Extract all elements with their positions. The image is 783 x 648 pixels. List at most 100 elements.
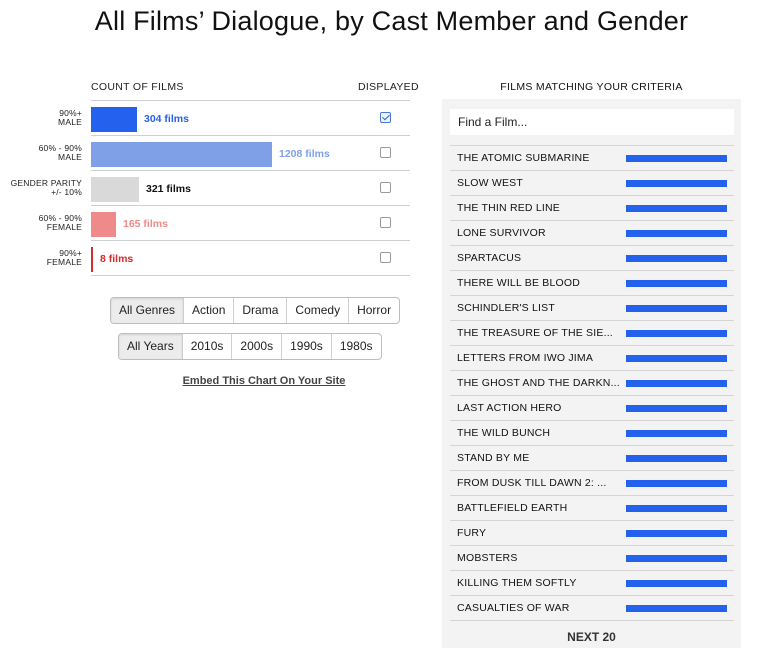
bar-row: 90%+ FEMALE 8 films	[47, 241, 410, 276]
film-dialogue-bar	[626, 580, 727, 587]
film-title: STAND BY ME	[457, 452, 530, 464]
bar-row: 60% - 90% MALE 1208 films	[39, 136, 410, 171]
film-title: THERE WILL BE BLOOD	[457, 277, 581, 289]
film-row[interactable]: STAND BY ME	[450, 446, 734, 471]
category-label: 90%+ MALE	[0, 101, 82, 135]
genre-button[interactable]: All Genres	[111, 298, 185, 323]
film-row[interactable]: KILLING THEM SOFTLY	[450, 571, 734, 596]
bar	[91, 247, 93, 272]
bar-row: 90%+ MALE 304 films	[58, 101, 410, 136]
year-button[interactable]: 2000s	[232, 334, 283, 359]
film-row[interactable]: SLOW WEST	[450, 171, 734, 196]
embed-chart-link[interactable]: Embed This Chart On Your Site	[182, 375, 346, 387]
film-dialogue-bar	[626, 455, 727, 462]
film-row[interactable]: THE ATOMIC SUBMARINE	[450, 146, 734, 171]
film-row[interactable]: LAST ACTION HERO	[450, 396, 734, 421]
bar	[91, 107, 137, 132]
bar-row: GENDER PARITY +/- 10% 321 films	[11, 171, 410, 206]
genre-button[interactable]: Drama	[234, 298, 288, 323]
year-button[interactable]: All Years	[119, 334, 183, 359]
film-title: MOBSTERS	[457, 552, 518, 564]
film-row[interactable]: THERE WILL BE BLOOD	[450, 271, 734, 296]
bar	[91, 142, 272, 167]
film-dialogue-bar	[626, 305, 727, 312]
count-of-films-header: COUNT OF FILMS	[91, 81, 184, 93]
film-dialogue-bar	[626, 155, 727, 162]
category-label-line: 60% - 90%	[38, 142, 82, 153]
film-row[interactable]: FURY	[450, 521, 734, 546]
year-button[interactable]: 1980s	[339, 339, 373, 353]
film-row[interactable]: SPARTACUS	[450, 246, 734, 271]
category-label-line: MALE	[58, 152, 82, 162]
film-title: LAST ACTION HERO	[457, 402, 562, 414]
film-dialogue-bar	[626, 405, 727, 412]
displayed-checkbox[interactable]	[380, 112, 391, 123]
film-search-input[interactable]	[450, 109, 734, 135]
film-row[interactable]: BATTLEFIELD EARTH	[450, 496, 734, 521]
genre-button[interactable]: Horror	[357, 303, 392, 317]
category-label: 60% - 90% FEMALE	[0, 206, 82, 240]
year-filter: All Years 2010s 2000s 1990s 1980s	[118, 333, 382, 360]
bar-row: 60% - 90% FEMALE 165 films	[39, 206, 410, 241]
bar	[91, 212, 116, 237]
next-20-button[interactable]: NEXT 20	[567, 630, 616, 644]
film-title: LETTERS FROM IWO JIMA	[457, 352, 594, 364]
film-title: CASUALTIES OF WAR	[457, 602, 570, 614]
film-dialogue-bar	[626, 255, 727, 262]
category-label: 60% - 90% MALE	[0, 136, 82, 170]
film-title: SPARTACUS	[457, 252, 522, 264]
genre-button[interactable]: Action	[184, 298, 235, 323]
film-dialogue-bar	[626, 555, 727, 562]
film-title: THE THIN RED LINE	[457, 202, 560, 214]
films-panel-header: FILMS MATCHING YOUR CRITERIA	[500, 81, 683, 93]
film-row[interactable]: FROM DUSK TILL DAWN 2: ...	[450, 471, 734, 496]
bar-value-label: 8 films	[100, 253, 134, 265]
film-title: LONE SURVIVOR	[457, 227, 546, 239]
film-dialogue-bar	[626, 280, 727, 287]
films-panel: THE ATOMIC SUBMARINE SLOW WEST THE THIN RE…	[442, 99, 741, 648]
displayed-checkbox[interactable]	[380, 252, 391, 263]
film-row[interactable]: THE TREASURE OF THE SIE...	[450, 321, 734, 346]
displayed-checkbox[interactable]	[380, 182, 391, 193]
film-title: FROM DUSK TILL DAWN 2: ...	[457, 477, 607, 489]
film-row[interactable]: SCHINDLER'S LIST	[450, 296, 734, 321]
film-dialogue-bar	[626, 330, 727, 337]
film-title: FURY	[457, 527, 487, 539]
category-label-line: 60% - 90%	[38, 212, 82, 223]
category-label-line: 90%+	[59, 107, 82, 118]
film-row[interactable]: THE WILD BUNCH	[450, 421, 734, 446]
film-row[interactable]: LETTERS FROM IWO JIMA	[450, 346, 734, 371]
film-row[interactable]: THE THIN RED LINE	[450, 196, 734, 221]
film-row[interactable]: MOBSTERS	[450, 546, 734, 571]
year-button[interactable]: 1990s	[282, 334, 332, 359]
film-dialogue-bar	[626, 380, 727, 387]
displayed-checkbox[interactable]	[380, 217, 391, 228]
category-label-line: GENDER PARITY	[10, 177, 82, 188]
film-dialogue-bar	[626, 180, 727, 187]
bar-rows: 90%+ MALE 304 films 60% - 90% MALE 1208 films…	[11, 100, 410, 276]
film-row[interactable]: THE GHOST AND THE DARKN...	[450, 371, 734, 396]
film-title: THE GHOST AND THE DARKN...	[457, 377, 620, 389]
bar-value-label: 304 films	[144, 113, 189, 125]
category-label-line: FEMALE	[46, 222, 82, 232]
year-button[interactable]: 2010s	[183, 334, 233, 359]
genre-button[interactable]: Comedy	[287, 298, 350, 323]
film-title: SLOW WEST	[457, 177, 523, 189]
category-label-line: +/- 10%	[51, 187, 82, 197]
film-title: BATTLEFIELD EARTH	[457, 502, 568, 514]
film-dialogue-bar	[626, 505, 727, 512]
film-dialogue-bar	[626, 230, 727, 237]
page-title: All Films’ Dialogue, by Cast Member and …	[94, 6, 689, 36]
displayed-checkbox[interactable]	[380, 147, 391, 158]
category-label-line: FEMALE	[46, 257, 82, 267]
genre-filter: All Genres Action Drama Comedy Horror	[110, 297, 401, 324]
film-title: KILLING THEM SOFTLY	[457, 577, 577, 589]
film-title: THE TREASURE OF THE SIE...	[457, 327, 613, 339]
film-title: THE ATOMIC SUBMARINE	[457, 152, 590, 164]
film-row[interactable]: CASUALTIES OF WAR	[450, 596, 734, 621]
film-row[interactable]: LONE SURVIVOR	[450, 221, 734, 246]
bar-value-label: 321 films	[146, 183, 191, 195]
bar-value-label: 1208 films	[279, 148, 330, 160]
film-dialogue-bar	[626, 605, 727, 612]
bar-value-label: 165 films	[123, 218, 168, 230]
